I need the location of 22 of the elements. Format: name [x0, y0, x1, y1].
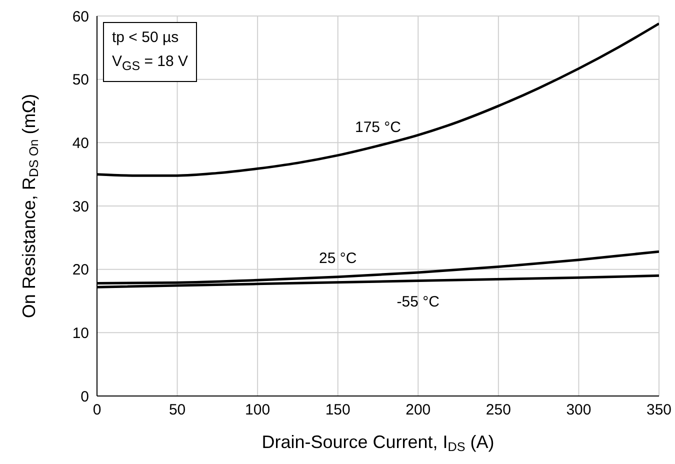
x-tick-label: 300 [566, 402, 592, 419]
x-tick-label: 50 [168, 402, 186, 419]
annotation: V$_{GS}$ = 18 V [112, 52, 188, 75]
y-tick-label: 0 [80, 388, 89, 406]
y-tick-label: 60 [72, 8, 89, 26]
note-box: tp < 50 µs V$_{GS}$ = 18 V [103, 22, 198, 82]
x-axis-title: Drain-Source Current, I$_{DS}$ (A) [262, 432, 494, 454]
x-tick-label: 150 [325, 402, 350, 419]
y-tick-label: 10 [72, 324, 89, 342]
series-label: -55 °C [396, 294, 440, 311]
x-tick-label: 200 [406, 402, 431, 419]
annotation: tp < 50 µs [112, 28, 180, 48]
y-tick-label: 20 [72, 262, 89, 279]
x-tick-label: 100 [245, 402, 270, 419]
y-tick-label: 50 [72, 72, 89, 89]
x-tick-label: 250 [486, 402, 511, 419]
x-tick-label: 350 [646, 402, 672, 419]
y-tick-label: 40 [72, 134, 89, 152]
series-label: 175 °C [354, 118, 402, 136]
series-label: 25 °C [319, 250, 357, 267]
x-tick-label: 0 [92, 402, 102, 419]
y-tick-label: 30 [72, 198, 89, 216]
